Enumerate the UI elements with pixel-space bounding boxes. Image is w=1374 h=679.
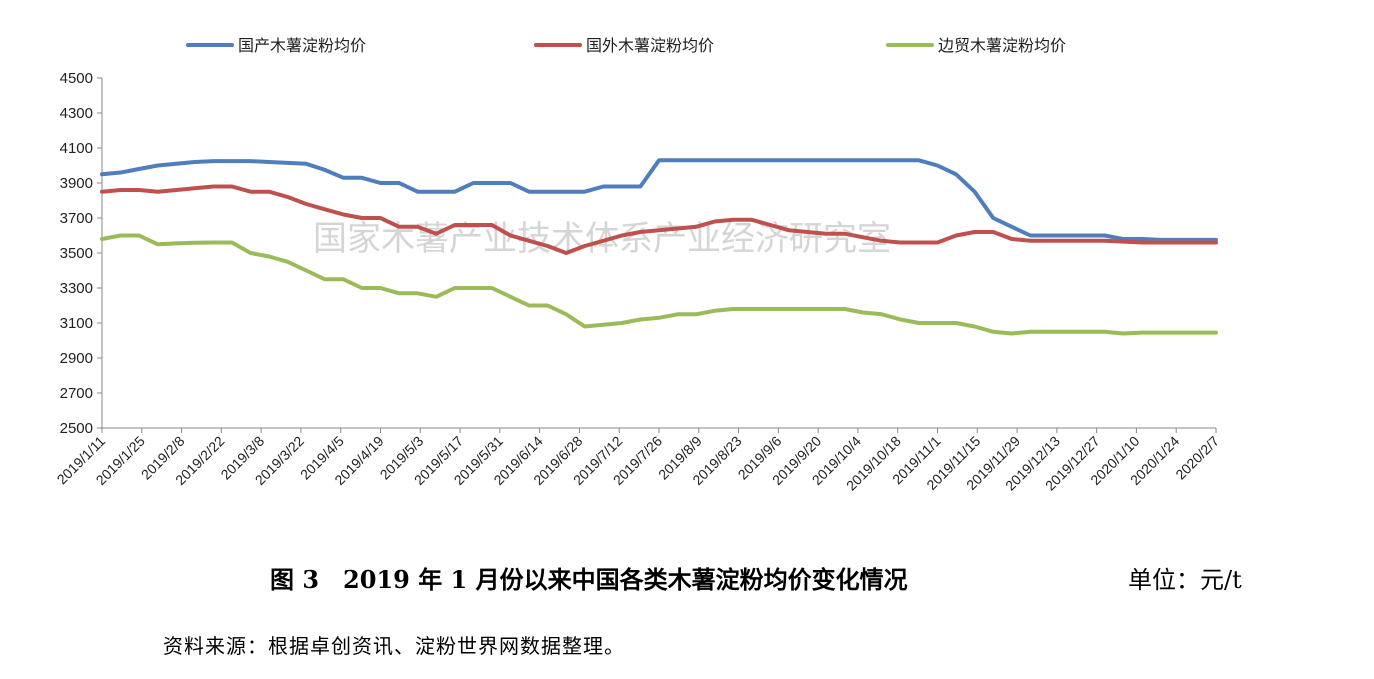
y-tick-label: 2900 xyxy=(60,350,93,367)
legend-label: 国产木薯淀粉均价 xyxy=(238,36,366,55)
y-tick-label: 3300 xyxy=(60,280,93,297)
y-tick-label: 3900 xyxy=(60,175,93,192)
legend-label: 国外木薯淀粉均价 xyxy=(586,36,714,55)
y-tick-label: 3100 xyxy=(60,315,93,332)
y-tick-label: 3700 xyxy=(60,210,93,227)
series-line-1 xyxy=(100,158,1218,242)
legend: 国产木薯淀粉均价 国外木薯淀粉均价 边贸木薯淀粉均价 xyxy=(186,36,1066,55)
line-chart: 国产木薯淀粉均价 国外木薯淀粉均价 边贸木薯淀粉均价 2500 2700 2900 310… xyxy=(53,36,1222,494)
y-tick-label: 2500 xyxy=(60,420,93,437)
source-note: 资料来源：根据卓创资讯、淀粉世界网数据整理。 xyxy=(163,634,625,658)
x-tick-label: 2020/2/7 xyxy=(1172,433,1222,483)
y-tick-label: 4300 xyxy=(60,105,93,122)
unit-label: 单位：元/t xyxy=(1128,566,1242,594)
series-line-2 xyxy=(100,184,1218,255)
y-tick-label: 3500 xyxy=(60,245,93,262)
y-tick-label: 4100 xyxy=(60,140,93,157)
legend-label: 边贸木薯淀粉均价 xyxy=(938,36,1066,55)
y-axis-ticks: 2500 2700 2900 3100 3300 3500 3700 3900 4100 4300… xyxy=(60,70,102,437)
series-line-3 xyxy=(100,233,1218,336)
figure-caption: 图 3 2019 年 1 月份以来中国各类木薯淀粉均价变化情况 xyxy=(270,565,908,594)
y-tick-label: 2700 xyxy=(60,385,93,402)
y-tick-label: 4500 xyxy=(60,70,93,87)
series-lines xyxy=(100,158,1218,336)
x-axis-ticks: 2019/1/112019/1/252019/2/82019/2/222019/… xyxy=(53,428,1222,494)
